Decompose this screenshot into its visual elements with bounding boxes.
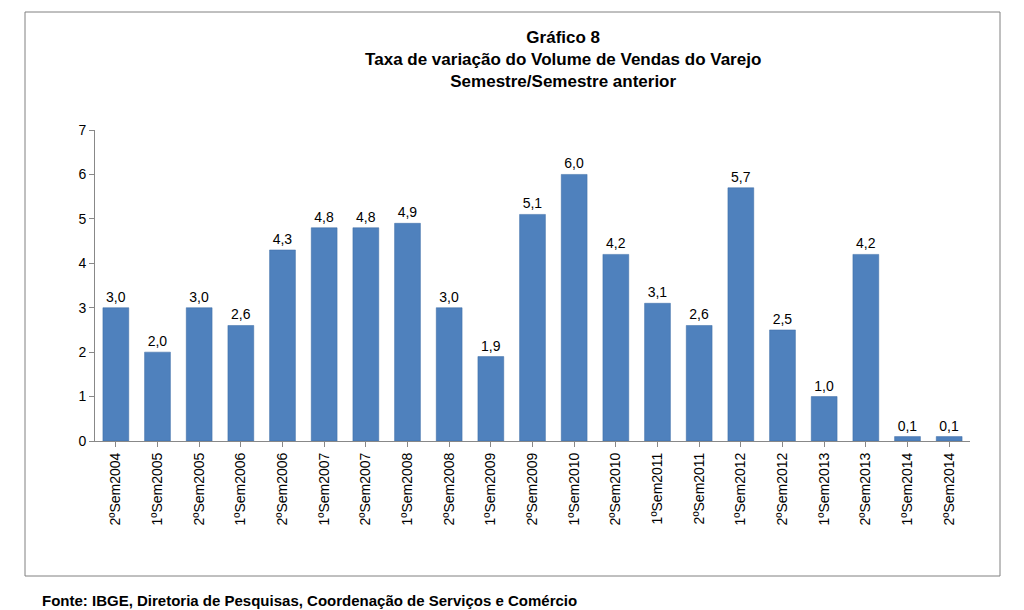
svg-text:1ºSem2005: 1ºSem2005 [149,452,165,525]
svg-text:4,8: 4,8 [356,209,376,225]
svg-text:4,2: 4,2 [856,235,876,251]
svg-text:2ºSem2004: 2ºSem2004 [107,452,123,525]
svg-text:3,0: 3,0 [106,289,126,305]
svg-text:0: 0 [78,433,86,449]
svg-text:4,9: 4,9 [398,204,418,220]
svg-text:2ºSem2013: 2ºSem2013 [857,452,873,525]
svg-text:2ºSem2007: 2ºSem2007 [357,452,373,525]
svg-text:1ºSem2014: 1ºSem2014 [899,452,915,525]
svg-text:2ºSem2006: 2ºSem2006 [274,452,290,525]
svg-text:0,1: 0,1 [939,418,959,434]
svg-text:Gráfico 8Taxa de variação do V: Gráfico 8Taxa de variação do Volume de V… [365,28,761,91]
svg-text:1ºSem2013: 1ºSem2013 [816,452,832,525]
svg-text:2ºSem2012: 2ºSem2012 [774,452,790,525]
svg-text:4,8: 4,8 [314,209,334,225]
svg-text:1,9: 1,9 [481,338,501,354]
svg-text:Fonte: IBGE, Diretoria de Pesq: Fonte: IBGE, Diretoria de Pesquisas, Coo… [42,592,577,609]
svg-text:2,5: 2,5 [773,311,793,327]
svg-text:6: 6 [78,166,86,182]
svg-text:3: 3 [78,300,86,316]
svg-text:1ºSem2006: 1ºSem2006 [232,452,248,525]
svg-text:5,7: 5,7 [731,169,751,185]
svg-text:2ºSem2005: 2ºSem2005 [191,452,207,525]
svg-text:1ºSem2008: 1ºSem2008 [399,452,415,525]
svg-text:3,0: 3,0 [189,289,209,305]
svg-text:5,1: 5,1 [523,195,543,211]
svg-text:3,1: 3,1 [648,284,668,300]
svg-text:4: 4 [78,255,86,271]
svg-text:1,0: 1,0 [814,378,834,394]
svg-text:0,1: 0,1 [898,418,918,434]
svg-text:2ºSem2010: 2ºSem2010 [607,452,623,525]
svg-text:1ºSem2009: 1ºSem2009 [482,452,498,525]
svg-text:6,0: 6,0 [564,155,584,171]
svg-text:1ºSem2007: 1ºSem2007 [316,452,332,525]
svg-text:1ºSem2011: 1ºSem2011 [649,452,665,524]
svg-text:2: 2 [78,344,86,360]
svg-text:2ºSem2011: 2ºSem2011 [691,452,707,524]
svg-text:2ºSem2008: 2ºSem2008 [441,452,457,525]
svg-text:4,2: 4,2 [606,235,626,251]
svg-text:2ºSem2009: 2ºSem2009 [524,452,540,525]
svg-text:3,0: 3,0 [439,289,459,305]
svg-text:1ºSem2010: 1ºSem2010 [566,452,582,525]
svg-text:2,6: 2,6 [689,306,709,322]
svg-text:2,6: 2,6 [231,306,251,322]
svg-text:1ºSem2012: 1ºSem2012 [732,452,748,525]
svg-text:4,3: 4,3 [273,231,293,247]
svg-text:2,0: 2,0 [148,333,168,349]
svg-text:2ºSem2014: 2ºSem2014 [941,452,957,525]
svg-text:7: 7 [78,122,86,138]
svg-text:5: 5 [78,211,86,227]
svg-text:1: 1 [78,388,86,404]
